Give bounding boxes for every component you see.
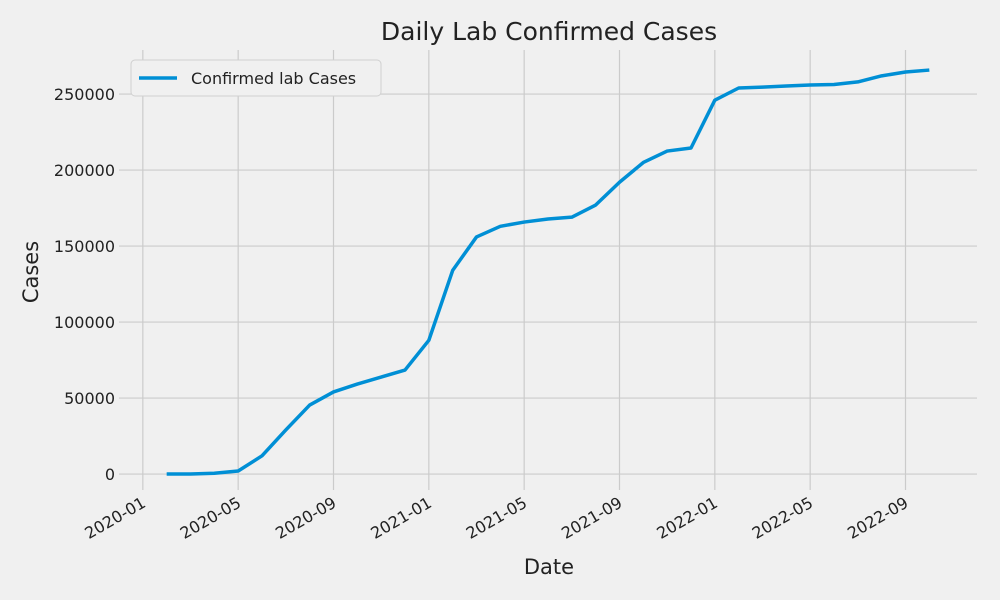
legend-box bbox=[130, 59, 382, 97]
x-axis-label: Date bbox=[524, 555, 574, 579]
series-line bbox=[166, 68, 930, 476]
y-tick-label: 200000 bbox=[54, 161, 115, 180]
legend-label: Confirmed lab Cases bbox=[191, 69, 356, 88]
chart-title: Daily Lab Confirmed Cases bbox=[381, 17, 717, 46]
y-tick-label: 0 bbox=[105, 465, 115, 484]
y-tick-label: 50000 bbox=[64, 389, 115, 408]
y-tick-label: 250000 bbox=[54, 85, 115, 104]
y-tick-label: 100000 bbox=[54, 313, 115, 332]
legend: Confirmed lab Cases bbox=[130, 59, 382, 97]
y-axis-label: Cases bbox=[19, 241, 43, 303]
y-tick-label: 150000 bbox=[54, 237, 115, 256]
